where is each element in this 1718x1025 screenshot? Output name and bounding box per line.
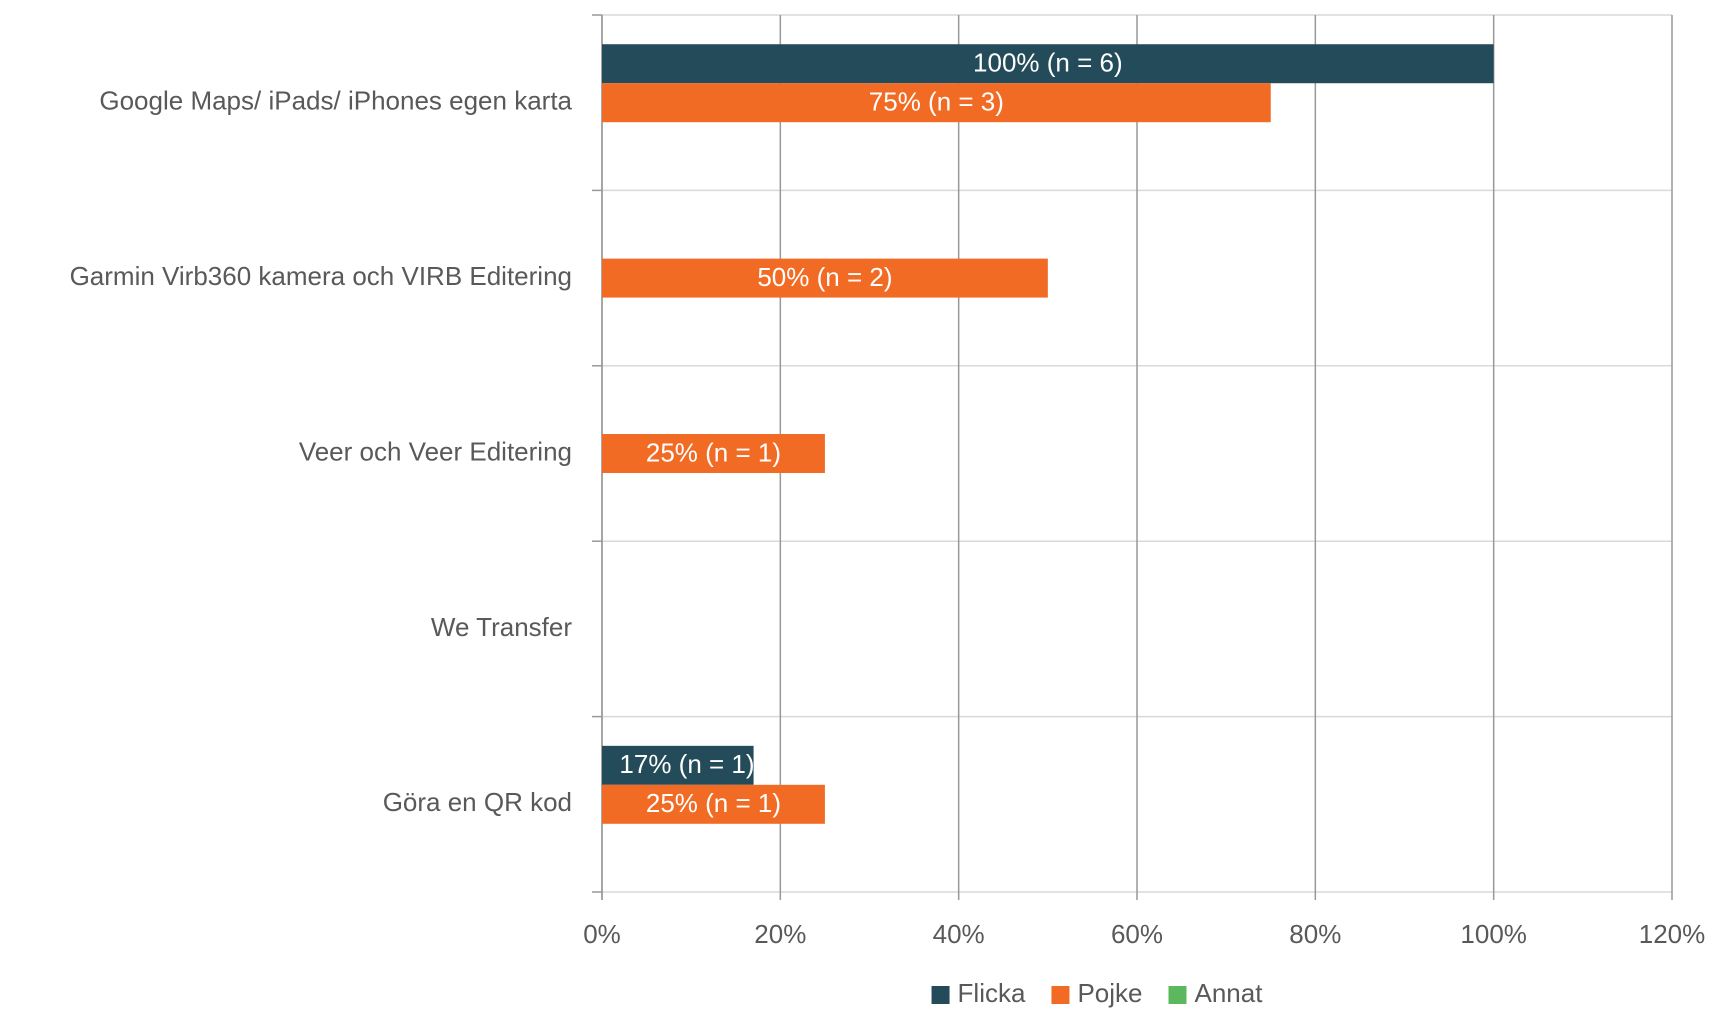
bar (602, 258, 1048, 298)
value-label: 100% (n = 6) (973, 48, 1123, 78)
x-tick-label: 40% (933, 919, 985, 949)
y-tick-label: We Transfer (431, 612, 572, 642)
x-tick-label: 120% (1639, 919, 1706, 949)
value-label: 25% (n = 1) (646, 788, 781, 818)
bar (602, 434, 825, 473)
legend-label: Annat (1195, 978, 1264, 1008)
legend-label: Pojke (1077, 978, 1142, 1008)
x-tick-label: 80% (1289, 919, 1341, 949)
y-tick-label: Göra en QR kod (383, 787, 572, 817)
legend-swatch (1051, 986, 1070, 1004)
legend-swatch (931, 986, 950, 1004)
bar (602, 784, 825, 824)
x-tick-label: 60% (1111, 919, 1163, 949)
y-tick-label: Google Maps/ iPads/ iPhones egen karta (99, 86, 572, 116)
legend-label: Flicka (958, 978, 1026, 1008)
value-label: 25% (n = 1) (646, 437, 781, 467)
x-tick-label: 20% (754, 919, 806, 949)
y-tick-label: Veer och Veer Editering (299, 436, 572, 466)
value-label: 75% (n = 3) (869, 87, 1004, 117)
value-label: 50% (n = 2) (757, 262, 892, 292)
x-tick-label: 0% (583, 919, 621, 949)
value-label: 17% (n = 1) (619, 749, 754, 779)
bar (602, 83, 1271, 123)
y-tick-label: Garmin Virb360 kamera och VIRB Editering (70, 261, 572, 291)
bar (602, 745, 754, 785)
x-tick-label: 100% (1460, 919, 1527, 949)
bar (602, 44, 1494, 84)
legend-swatch (1168, 986, 1187, 1004)
